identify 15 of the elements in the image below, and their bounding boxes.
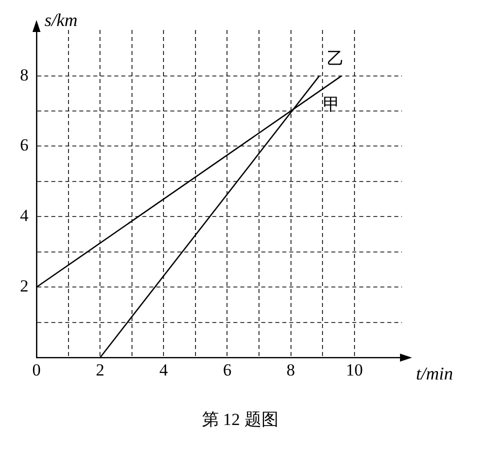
series-label: 甲 xyxy=(323,94,340,115)
y-tick-label: 4 xyxy=(20,206,29,226)
y-tick-label: 2 xyxy=(20,276,28,296)
x-tick-label: 10 xyxy=(346,360,363,380)
text: 第 12 题图 xyxy=(200,409,280,431)
x-tick-label: 6 xyxy=(222,360,232,380)
x-tick-label: 2 xyxy=(96,360,104,380)
x-axis-title: t/min xyxy=(416,364,454,384)
series-label: 乙 xyxy=(326,48,344,69)
x-tick-label: 4 xyxy=(159,360,168,380)
y-tick-label: 6 xyxy=(20,136,28,155)
x-tick-label: 8 xyxy=(286,360,296,380)
y-axis-title: s/km xyxy=(44,10,78,30)
y-tick-label: 8 xyxy=(20,65,28,84)
x-tick-label: 0 xyxy=(32,360,41,380)
